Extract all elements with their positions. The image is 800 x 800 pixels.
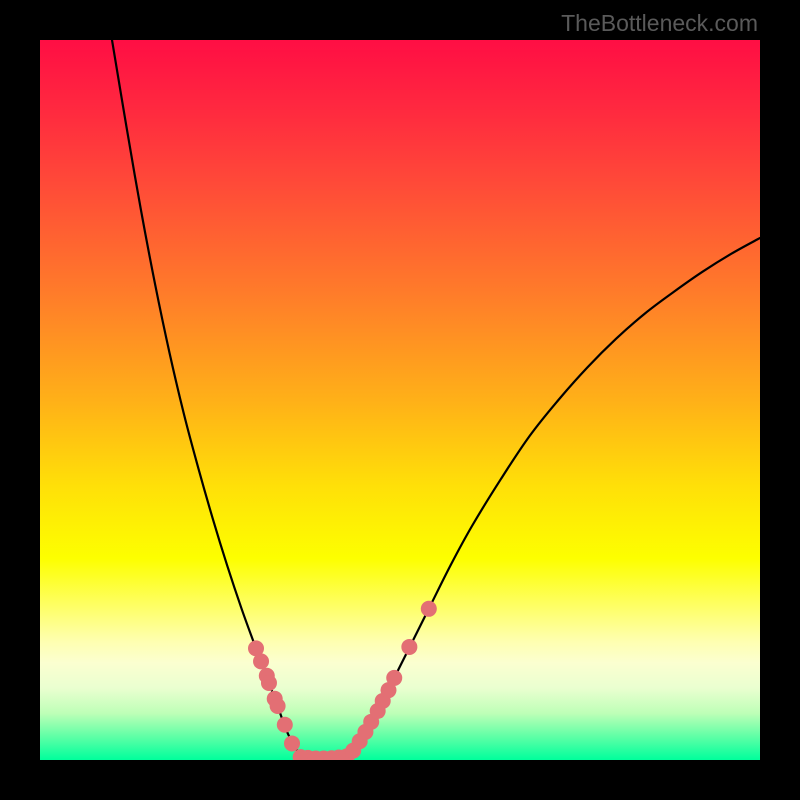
- data-marker: [270, 698, 286, 714]
- data-marker: [421, 601, 437, 617]
- data-marker: [401, 639, 417, 655]
- bottleneck-chart: [40, 40, 760, 760]
- chart-frame: TheBottleneck.com: [0, 0, 800, 800]
- data-marker: [284, 735, 300, 751]
- data-marker: [261, 675, 277, 691]
- watermark-text: TheBottleneck.com: [561, 10, 758, 37]
- data-marker: [386, 670, 402, 686]
- plot-area: [40, 40, 760, 760]
- data-marker: [253, 653, 269, 669]
- data-marker: [277, 717, 293, 733]
- gradient-background: [40, 40, 760, 760]
